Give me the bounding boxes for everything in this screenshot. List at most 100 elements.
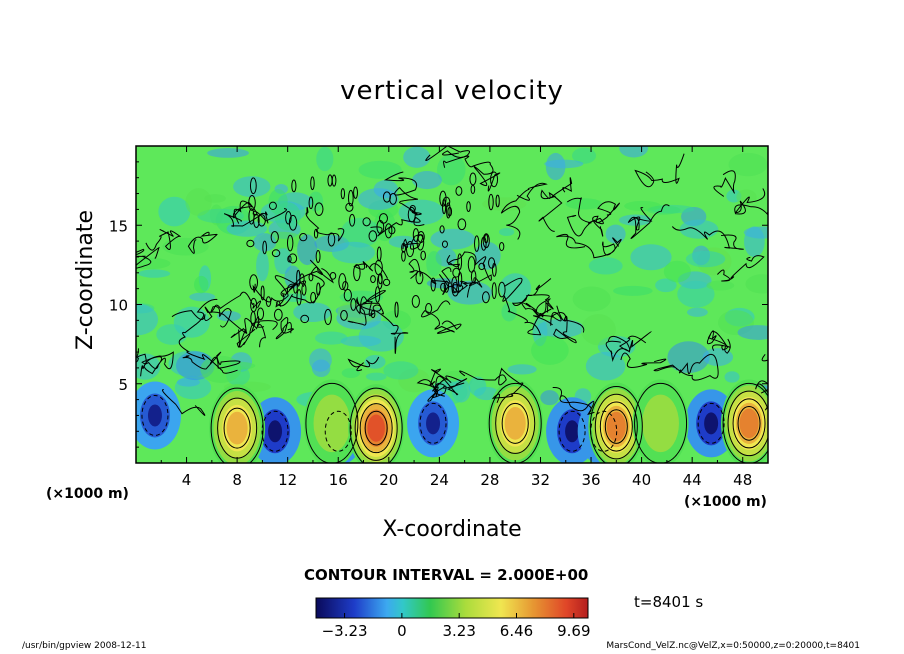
small-cell-contour [308, 273, 314, 282]
zero-contour [552, 386, 595, 416]
small-cell-contour [382, 278, 391, 287]
field-patch [388, 235, 417, 248]
zero-contour [356, 290, 386, 317]
field-patch [536, 319, 585, 338]
zero-contour [171, 306, 248, 339]
small-cell-contour [299, 232, 308, 242]
small-cell-contour [442, 199, 447, 215]
small-cell-contour [412, 228, 420, 242]
small-cell-contour [491, 262, 497, 277]
field-patch [217, 310, 241, 322]
zero-contour [187, 231, 218, 254]
updraft-contour [210, 387, 264, 463]
colorbar-tick-label: 6.46 [500, 622, 533, 640]
small-cell-contour [300, 314, 310, 324]
updraft-contour [354, 395, 398, 461]
updraft-contour [634, 382, 688, 463]
field-patch [256, 250, 269, 282]
small-cell-contour [420, 250, 426, 261]
zero-contour [556, 233, 622, 259]
small-cell-contour [452, 267, 461, 278]
small-cell-contour [288, 214, 298, 231]
zero-contour [353, 261, 389, 279]
updraft-contour [594, 393, 638, 460]
field-patch [588, 257, 623, 275]
field-patch [706, 280, 735, 291]
zero-contour [592, 201, 620, 237]
small-cell-contour [499, 241, 505, 252]
footer-data-source: MarsCond_VelZ.nc@VelZ,x=0:50000,z=0:2000… [606, 641, 860, 651]
small-cell-contour [370, 275, 376, 284]
updraft-contour [599, 401, 633, 452]
field-patch [540, 390, 559, 406]
small-cell-contour [455, 186, 463, 196]
updraft-contour [223, 407, 251, 449]
small-cell-contour [256, 307, 265, 321]
x-tick-label: 8 [232, 471, 242, 489]
zero-contour [347, 356, 380, 372]
field-patch [702, 348, 734, 367]
small-cell-contour [286, 234, 294, 252]
small-cell-contour [382, 191, 391, 203]
field-patch [189, 292, 216, 302]
downdraft-contour [558, 410, 586, 452]
updraft-level [313, 394, 351, 453]
field-patch [194, 275, 209, 294]
field-patch [162, 237, 209, 256]
footer-program-date: /usr/bin/gpview 2008-12-11 [22, 641, 147, 651]
small-cell-contour [376, 219, 385, 234]
small-cell-contour [495, 194, 500, 208]
small-cell-contour [407, 206, 416, 223]
field-patch [585, 351, 626, 381]
field-patch [339, 290, 384, 304]
field-patch [138, 269, 171, 278]
field-patch [331, 241, 375, 264]
zero-contour [383, 171, 422, 216]
small-cell-contour [293, 282, 298, 294]
zero-contour [275, 266, 334, 307]
small-cell-contour [345, 202, 354, 212]
zero-contour [538, 177, 573, 232]
updraft-contour [604, 409, 628, 444]
downdraft-center [565, 420, 580, 443]
field-patch [613, 285, 653, 296]
downdraft-center [426, 412, 441, 435]
small-cell-contour [439, 225, 445, 234]
zero-contour [252, 280, 307, 303]
x-axis-title: X-coordinate [382, 517, 521, 542]
field-patch [736, 189, 757, 205]
small-cell-contour [287, 255, 292, 263]
downdraft-center [704, 412, 719, 435]
small-cell-contour [324, 308, 332, 326]
zero-contour [511, 278, 554, 326]
small-cell-contour [478, 262, 486, 271]
small-cell-contour [350, 298, 357, 311]
x-tick-label: 24 [430, 471, 449, 489]
z-unit-label: (×1000 m) [46, 486, 129, 502]
x-tick-label: 40 [632, 471, 651, 489]
small-cell-contour [488, 193, 494, 211]
small-cell-contour [457, 218, 467, 231]
small-cell-contour [249, 274, 259, 291]
small-cell-contour [299, 273, 305, 285]
small-cell-contour [353, 186, 358, 199]
time-label: t=8401 s [634, 593, 704, 611]
field-patch [685, 250, 726, 268]
field-patch [605, 224, 626, 244]
field-patch [507, 364, 537, 375]
x-tick-label: 32 [531, 471, 550, 489]
small-cell-contour [246, 239, 255, 248]
small-cell-contour [469, 172, 477, 186]
updraft-level [504, 407, 526, 440]
colorbar-tick-label: 0 [397, 622, 407, 640]
zero-contour [161, 389, 206, 416]
zero-contour [459, 367, 524, 404]
zero-contour [550, 305, 567, 326]
colorbar-tick-label: −3.23 [322, 622, 368, 640]
downdraft-contour [590, 410, 618, 452]
contour-interval-label: CONTOUR INTERVAL = 2.000E+00 [304, 566, 589, 584]
small-cell-contour [340, 188, 346, 200]
field-patch [430, 228, 476, 250]
small-cell-contour [271, 249, 281, 258]
